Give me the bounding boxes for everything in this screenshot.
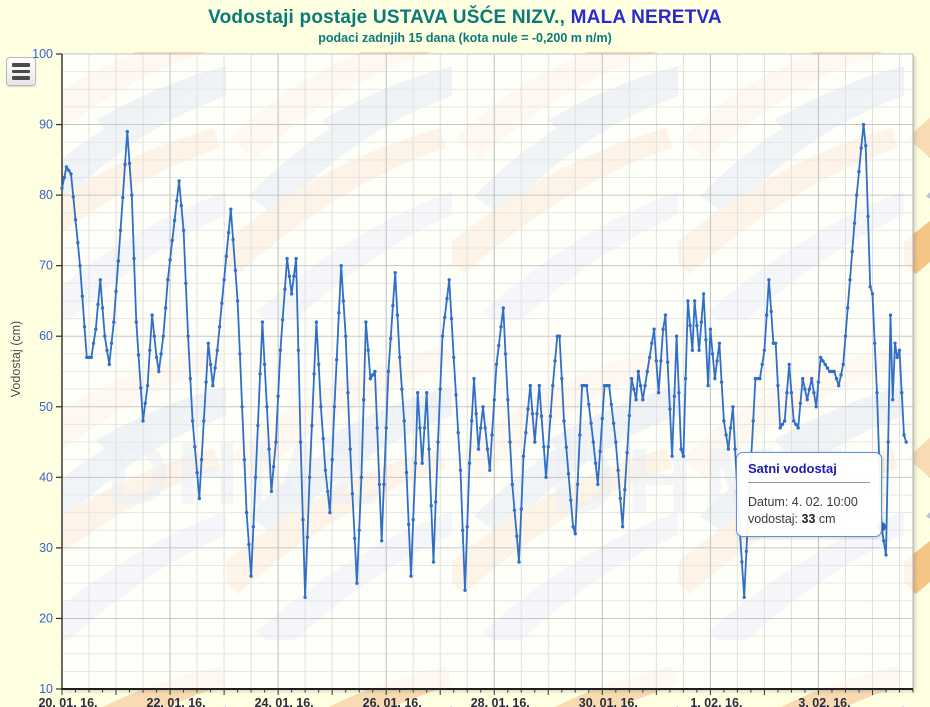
svg-text:26. 01. 16.: 26. 01. 16. [363,696,422,707]
svg-text:3. 02. 16.: 3. 02. 16. [798,696,850,707]
svg-text:50: 50 [39,400,53,414]
title-prefix: Vodostaji postaje [208,7,373,28]
tooltip-separator [748,482,870,483]
svg-text:10: 10 [39,682,53,696]
title-river: MALA NERETVA [565,7,722,28]
svg-text:22. 01. 16.: 22. 01. 16. [147,696,206,707]
grid-major [62,53,913,690]
svg-text:20. 01. 16.: 20. 01. 16. [38,696,97,707]
series-line[interactable] [61,123,908,599]
hamburger-menu-icon [12,63,30,67]
svg-text:40: 40 [39,470,53,484]
svg-text:30: 30 [39,541,53,555]
axes [61,54,914,690]
tooltip-header: Satni vodostaj [748,461,837,476]
tooltip-date-value: 4. 02. 10:00 [791,495,858,509]
x-axis-labels: 20. 01. 16. 22. 01. 16. 24. 01. 16. 26. 01.… [38,696,850,707]
svg-text:90: 90 [39,118,53,132]
svg-text:60: 60 [39,329,53,343]
y-axis-title: Vodostaj (cm) [9,320,23,398]
tooltip-value-line: vodostaj: 33 cm [748,512,836,526]
svg-text:80: 80 [39,188,53,202]
svg-text:70: 70 [39,259,53,273]
title-station: USTAVA UŠĆE NIZV., [372,7,566,28]
chart-subtitle: podaci zadnjih 15 dana (kota nule = -0,2… [318,31,612,45]
grid-minor [62,54,913,689]
svg-text:24. 01. 16.: 24. 01. 16. [255,696,314,707]
svg-text:1. 02. 16.: 1. 02. 16. [690,696,742,707]
svg-text:20: 20 [39,611,53,625]
chart-context-menu-button[interactable] [6,57,36,86]
tooltip-value: 33 [801,512,816,526]
svg-text:30. 01. 16.: 30. 01. 16. [579,696,638,707]
series-markers[interactable] [60,122,908,599]
axis-ticks [56,53,914,695]
hover-tooltip: Satni vodostaj Datum: 4. 02. 10:00 vodos… [736,452,882,537]
tooltip-date-line: Datum: 4. 02. 10:00 [748,495,858,509]
y-axis-labels: 10 20 30 40 50 60 70 80 90 100 [32,47,53,696]
svg-text:28. 01. 16.: 28. 01. 16. [471,696,530,707]
svg-text:100: 100 [32,47,53,61]
page-title: Vodostaji postaje USTAVA UŠĆE NIZV., MAL… [0,7,930,29]
chart-header: Vodostaji postaje USTAVA UŠĆE NIZV., MAL… [0,7,930,45]
